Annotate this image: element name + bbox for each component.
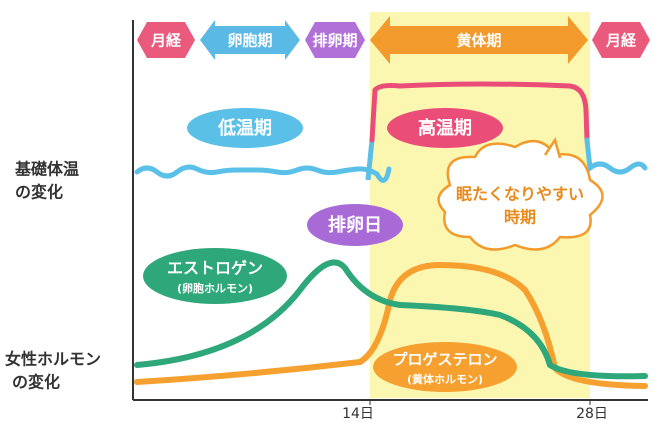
sleepy-label: 時期 — [504, 208, 536, 227]
temperature-low — [584, 137, 648, 175]
sleepy-label: 眠たくなりやすい — [456, 185, 584, 204]
estrogen-note: (卵胞ホルモン) — [177, 281, 253, 295]
ovulation-label: 排卵日 — [328, 214, 382, 236]
bubble-tail — [543, 137, 562, 159]
temperature-rise — [365, 139, 375, 181]
phase-arrow — [592, 22, 650, 58]
estrogen-curve — [134, 259, 648, 380]
progesterone-badge — [373, 342, 517, 392]
axis-label: 基礎体温 — [14, 160, 79, 179]
axis-label: の変化 — [12, 373, 60, 392]
phase-arrow — [137, 22, 195, 58]
low-label: 低温期 — [217, 117, 272, 139]
progesterone-note: (黄体ホルモン) — [407, 372, 483, 386]
phase-arrows: 月経 卵胞期 排卵期 黄体期 月経 — [137, 16, 650, 64]
phase-arrow — [200, 20, 300, 60]
high-badge — [387, 108, 503, 148]
phase-label: 排卵期 — [312, 32, 357, 50]
phase-label: 黄体期 — [456, 32, 501, 50]
phase-label: 卵胞期 — [227, 32, 272, 50]
axis-label: 女性ホルモン — [5, 350, 101, 369]
high-label: 高温期 — [418, 117, 472, 139]
phase-arrow — [305, 22, 365, 58]
ovulation-badge — [307, 204, 403, 246]
low-badge — [187, 108, 303, 148]
phase-arrow — [370, 16, 588, 64]
thought-bubble — [437, 139, 604, 251]
day-label: 28日 — [576, 406, 608, 422]
temperature-high — [369, 81, 590, 143]
temperature-low — [134, 164, 392, 183]
progesterone-name: プロゲステロン — [392, 351, 497, 369]
axis-label: の変化 — [15, 183, 63, 202]
phase-label: 月経 — [150, 32, 182, 50]
phase-label: 月経 — [605, 32, 637, 50]
estrogen-name: エストロゲン — [167, 259, 263, 278]
estrogen-badge — [143, 248, 287, 304]
day-label: 14日 — [342, 406, 374, 422]
